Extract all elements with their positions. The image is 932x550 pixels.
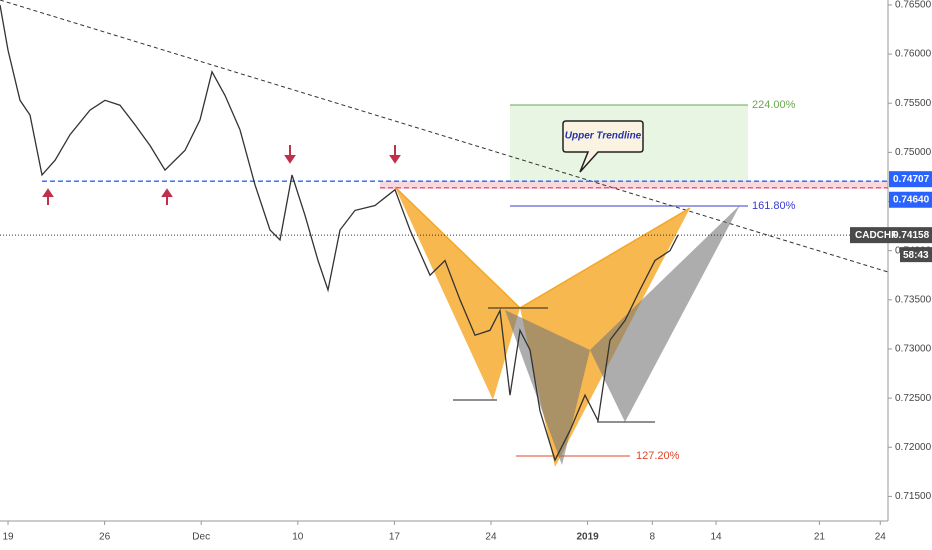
x-tick-label: 24 xyxy=(485,532,497,543)
fib-label: 127.20% xyxy=(636,450,680,462)
y-tick-label: 0.76500 xyxy=(895,0,932,11)
x-tick-label: 2019 xyxy=(576,532,599,543)
symbol-label: CADCHF xyxy=(855,230,897,241)
x-tick-label: 14 xyxy=(710,532,722,543)
x-tick-label: 10 xyxy=(292,532,304,543)
trendline xyxy=(0,0,889,273)
y-tick-label: 0.75000 xyxy=(895,147,932,158)
price-line xyxy=(0,4,679,462)
y-tick-label: 0.76000 xyxy=(895,49,932,60)
level-badge xyxy=(889,191,932,208)
arrows xyxy=(42,145,401,205)
fib-label: 161.80% xyxy=(752,200,796,212)
x-tick-label: 26 xyxy=(99,532,111,543)
y-tick-label: 0.72000 xyxy=(895,442,932,453)
level-label: 0.74640 xyxy=(893,194,930,205)
y-tick-label: 0.72500 xyxy=(895,393,932,404)
x-tick-label: Dec xyxy=(192,532,210,543)
timer-label: 58:43 xyxy=(903,250,929,261)
timer-badge xyxy=(900,247,932,263)
symbol-badge xyxy=(850,227,932,244)
callout-box xyxy=(562,120,644,173)
level-label: 0.74707 xyxy=(893,174,930,185)
resistance-band xyxy=(380,181,888,189)
y-tick-label: 0.73500 xyxy=(895,294,932,305)
x-tick-label: 24 xyxy=(875,532,887,543)
last-price-label: 0.74158 xyxy=(893,230,930,241)
fib-label: 224.00% xyxy=(752,99,796,111)
x-tick-label: 19 xyxy=(2,532,14,543)
callout-text: Upper Trendline xyxy=(565,131,642,142)
x-tick-label: 21 xyxy=(814,532,826,543)
y-tick-label: 0.73000 xyxy=(895,344,932,355)
y-tick-label: 0.71500 xyxy=(895,491,932,502)
x-tick-label: 17 xyxy=(389,532,401,543)
y-tick-label: 0.75500 xyxy=(895,98,932,109)
level-badge xyxy=(889,171,932,188)
pattern-grey-1 xyxy=(505,310,590,465)
x-tick-label: 8 xyxy=(650,532,656,543)
pattern-grey-2 xyxy=(590,205,740,422)
